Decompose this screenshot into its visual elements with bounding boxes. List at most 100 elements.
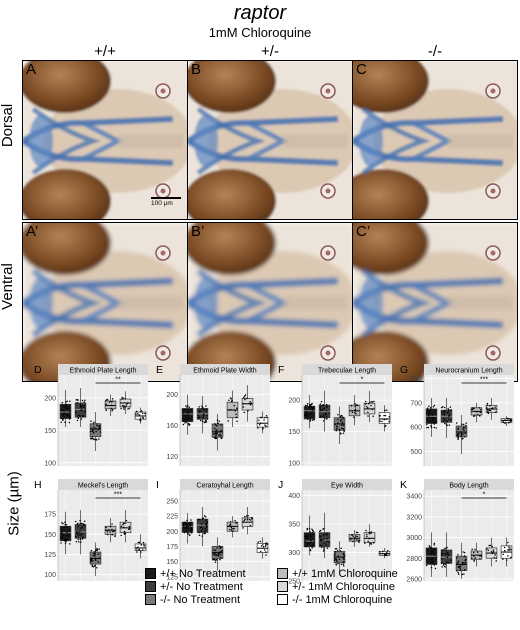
data-point bbox=[84, 399, 86, 401]
data-point bbox=[229, 528, 231, 531]
data-point bbox=[190, 532, 193, 534]
y-tick-label: 100 bbox=[44, 460, 56, 467]
data-point bbox=[93, 552, 95, 555]
data-point bbox=[80, 405, 83, 407]
data-point bbox=[64, 539, 66, 541]
data-point bbox=[426, 418, 429, 420]
data-point bbox=[135, 413, 137, 415]
legend-label: -/- 1mM Chloroquine bbox=[292, 594, 393, 606]
data-point bbox=[448, 414, 451, 416]
data-point bbox=[94, 553, 96, 556]
data-point bbox=[105, 529, 107, 531]
data-point bbox=[426, 559, 428, 561]
data-point bbox=[432, 548, 435, 550]
data-point bbox=[430, 558, 432, 561]
data-point bbox=[479, 558, 481, 560]
data-point bbox=[92, 560, 94, 562]
data-point bbox=[322, 420, 325, 422]
column-header-mut: -/- bbox=[427, 43, 443, 60]
data-point bbox=[230, 397, 233, 400]
data-point bbox=[489, 405, 491, 407]
data-point bbox=[90, 437, 92, 440]
box bbox=[303, 532, 316, 548]
data-point bbox=[309, 541, 312, 544]
panel-label: C’ bbox=[356, 223, 371, 240]
data-point bbox=[367, 406, 369, 409]
panel-label: B’ bbox=[191, 223, 205, 240]
data-point bbox=[352, 540, 354, 543]
data-point bbox=[202, 415, 204, 417]
data-point bbox=[235, 416, 238, 419]
data-point bbox=[139, 417, 142, 419]
data-point bbox=[388, 420, 390, 423]
data-point bbox=[75, 535, 77, 538]
data-point bbox=[433, 564, 436, 566]
data-point bbox=[60, 542, 62, 544]
legend-swatch bbox=[145, 568, 156, 579]
data-point bbox=[205, 529, 207, 531]
data-point bbox=[213, 554, 216, 557]
data-point bbox=[342, 424, 345, 426]
data-point bbox=[476, 410, 478, 413]
data-point bbox=[384, 414, 387, 417]
data-point bbox=[492, 549, 495, 551]
data-point bbox=[507, 549, 509, 551]
data-point bbox=[64, 421, 66, 424]
data-point bbox=[486, 548, 488, 550]
data-point bbox=[231, 528, 233, 530]
data-point bbox=[457, 428, 459, 430]
data-point bbox=[384, 425, 386, 428]
data-point bbox=[319, 415, 322, 418]
data-point bbox=[76, 531, 78, 533]
data-point bbox=[444, 409, 446, 412]
data-point bbox=[379, 415, 381, 417]
data-point bbox=[64, 523, 66, 526]
data-point bbox=[111, 528, 113, 531]
data-point bbox=[137, 541, 140, 544]
data-point bbox=[311, 419, 314, 421]
data-point bbox=[470, 408, 473, 411]
data-point bbox=[217, 422, 219, 425]
data-point bbox=[381, 552, 384, 555]
data-point bbox=[441, 554, 443, 556]
data-point bbox=[69, 416, 71, 418]
data-point bbox=[305, 535, 307, 537]
data-point bbox=[356, 404, 359, 407]
data-point bbox=[440, 557, 443, 560]
data-point bbox=[109, 525, 112, 528]
data-point bbox=[326, 403, 328, 406]
data-point bbox=[242, 527, 244, 529]
data-point bbox=[473, 559, 475, 562]
data-point bbox=[113, 530, 115, 532]
data-point bbox=[385, 418, 388, 421]
data-point bbox=[448, 424, 451, 426]
data-point bbox=[136, 551, 138, 553]
data-point bbox=[202, 408, 205, 411]
data-point bbox=[460, 435, 463, 437]
data-point bbox=[385, 409, 388, 411]
data-point bbox=[249, 524, 252, 527]
data-point bbox=[200, 523, 203, 525]
data-point bbox=[433, 423, 436, 425]
data-point bbox=[387, 552, 390, 555]
data-point bbox=[68, 418, 71, 420]
chart-strip bbox=[180, 364, 270, 375]
data-point bbox=[91, 564, 93, 566]
data-point bbox=[463, 436, 466, 438]
data-point bbox=[432, 406, 435, 408]
data-point bbox=[214, 549, 216, 551]
data-point bbox=[494, 554, 496, 556]
data-point bbox=[442, 405, 444, 408]
data-point bbox=[250, 516, 253, 519]
data-point bbox=[190, 527, 193, 529]
data-point bbox=[140, 544, 143, 546]
data-point bbox=[98, 426, 101, 429]
data-point bbox=[183, 418, 186, 421]
data-point bbox=[123, 533, 126, 535]
data-point bbox=[308, 528, 311, 530]
data-point bbox=[458, 565, 461, 568]
data-point bbox=[464, 559, 467, 562]
data-point bbox=[244, 515, 246, 518]
data-point bbox=[91, 558, 93, 561]
data-point bbox=[471, 548, 473, 551]
